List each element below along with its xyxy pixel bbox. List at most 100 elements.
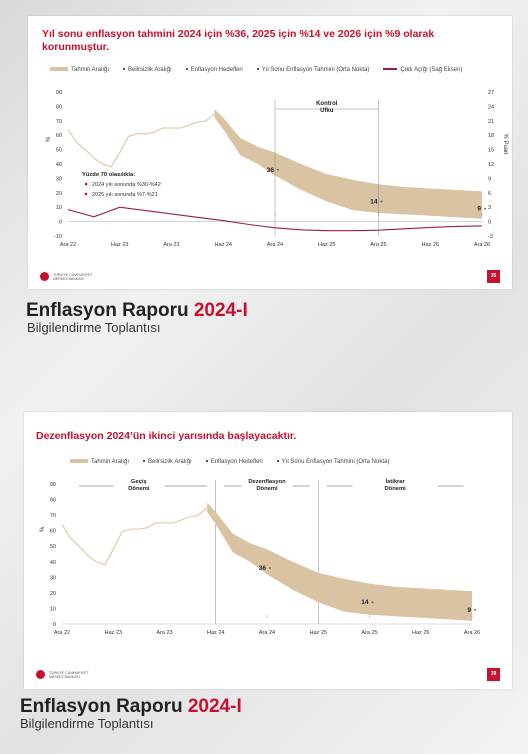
legend-targets: Enflasyon Hedefleri — [205, 459, 263, 465]
y-tick-label: 90 — [56, 90, 62, 96]
y-right-tick-label: 9 — [488, 176, 491, 182]
annotation-line: 2025 yılı sonunda %7-%21 — [92, 192, 158, 198]
x-tick-label: Haz 25 — [318, 242, 335, 248]
phase-label: Geçiş Dönemi — [128, 479, 150, 492]
x-tick-label: Haz 23 — [105, 630, 122, 636]
slide-1: Yıl sonu enflasyon tahmini 2024 için %36… — [28, 16, 512, 289]
y-right-tick-label: -3 — [488, 234, 493, 240]
midpoint-marker — [269, 567, 271, 569]
legend-band: Tahmin Aralığı — [50, 67, 109, 73]
x-tick-label: Ara 23 — [156, 630, 172, 636]
cbrt-logo: TÜRKİYE CUMHURİYET MERKEZ BANKASI — [40, 272, 103, 281]
cbrt-logo-icon — [40, 272, 49, 281]
inflation-line — [67, 113, 216, 168]
y-tick-label: 10 — [50, 606, 56, 612]
y-tick-label: 40 — [50, 560, 56, 566]
y-tick-label: 30 — [56, 176, 62, 182]
y-axis-label: % — [46, 136, 52, 142]
dot-icon — [185, 68, 188, 71]
page-number: 39 — [487, 668, 500, 681]
y-tick-label: 0 — [59, 220, 62, 226]
report-title: Enflasyon Raporu 2024-I — [20, 696, 242, 717]
y-tick-label: 70 — [56, 119, 62, 125]
slide-title: Dezenflasyon 2024’ün ikinci yarısında ba… — [36, 430, 297, 442]
midpoint-label: 36 — [267, 167, 275, 174]
annotation-dot-icon — [84, 182, 88, 186]
control-horizon-label: Kontrol Ufku — [316, 101, 338, 114]
legend-band: Tahmin Aralığı — [70, 459, 129, 465]
y-right-tick-label: 21 — [488, 119, 494, 125]
band-swatch-icon — [70, 459, 88, 464]
y-axis-label: % — [40, 526, 46, 532]
target-marker: ⁝ — [481, 212, 483, 218]
target-marker: ⁝ — [266, 614, 268, 620]
y-right-tick-label: 3 — [488, 205, 491, 211]
y-right-tick-label: 24 — [488, 104, 494, 110]
legend-midpoint: Yıl Sonu Enflasyon Tahmini (Orta Nokta) — [256, 67, 369, 73]
line-swatch-icon — [383, 68, 398, 71]
y-tick-label: 50 — [50, 544, 56, 550]
y-tick-label: -10 — [54, 234, 62, 240]
midpoint-label: 9 — [467, 607, 471, 614]
legend-output-gap: Çıktı Açığı (Sağ Eksen) — [383, 67, 462, 73]
y-tick-label: 30 — [50, 575, 56, 581]
legend-uncertainty: Belirsizlik Aralığı — [123, 67, 172, 73]
dot-icon — [143, 460, 146, 463]
x-tick-label: Haz 25 — [310, 630, 327, 636]
target-marker: ⁝ — [471, 614, 473, 620]
inflation-chart-1: -100102030405060708090-30369121518212427… — [46, 90, 508, 248]
x-tick-label: Ara 25 — [361, 630, 377, 636]
x-tick-label: Haz 24 — [215, 242, 232, 248]
x-tick-label: Ara 23 — [163, 242, 179, 248]
x-tick-label: Ara 22 — [60, 242, 76, 248]
x-tick-label: Ara 22 — [54, 630, 70, 636]
report-subtitle: Bilgilendirme Toplantısı — [20, 716, 154, 731]
midpoint-label: 14 — [370, 198, 378, 205]
band-swatch-icon — [50, 67, 68, 72]
x-tick-label: Ara 26 — [474, 242, 490, 248]
inflation-chart-2: 0 10 20 30 40 50 60 70 80 90 Ara 22 Haz 23 Ara 23 Haz… — [40, 478, 480, 636]
dot-icon — [123, 68, 126, 71]
report-title: Enflasyon Raporu 2024-I — [26, 300, 248, 321]
dot-icon — [256, 68, 259, 71]
cbrt-logo: TÜRKİYE CUMHURİYET MERKEZ BANKASI — [36, 670, 99, 679]
phase-label: İstikrar Dönemi — [384, 478, 406, 492]
slide-2: Dezenflasyon 2024’ün ikinci yarısında ba… — [24, 412, 512, 689]
y-tick-label: 60 — [50, 529, 56, 535]
legend-uncertainty: Belirsizlik Aralığı — [143, 459, 192, 465]
annotation-title: Yüzde 70 olasılıkla: — [82, 172, 135, 178]
forecast-band — [207, 502, 472, 621]
y-tick-label: 20 — [50, 591, 56, 597]
annotation-line: 2024 yılı sonunda %30-%42 — [92, 182, 161, 188]
y-tick-label: 80 — [50, 498, 56, 504]
y-right-tick-label: 0 — [488, 220, 491, 226]
y-right-axis-label: % Puan — [502, 133, 508, 154]
y-tick-label: 90 — [50, 482, 56, 488]
midpoint-marker — [380, 200, 383, 203]
chart-legend: Tahmin Aralığı Belirsizlik Aralığı Enfla… — [70, 459, 389, 465]
y-tick-label: 20 — [56, 191, 62, 197]
y-right-tick-label: 6 — [488, 191, 491, 197]
y-tick-label: 40 — [56, 162, 62, 168]
annotation-dot-icon — [84, 192, 88, 196]
y-tick-label: 80 — [56, 104, 62, 110]
y-right-tick-label: 12 — [488, 162, 494, 168]
slide-title: Yıl sonu enflasyon tahmini 2024 için %36… — [42, 28, 435, 53]
x-tick-label: Ara 24 — [259, 630, 275, 636]
y-tick-label: 50 — [56, 148, 62, 154]
legend-targets: Enflasyon Hedefleri — [185, 67, 243, 73]
midpoint-label: 36 — [259, 565, 267, 572]
midpoint-marker — [474, 609, 476, 611]
phase-label: Dezenflasyon Dönemi — [248, 479, 286, 492]
dot-icon — [205, 460, 208, 463]
dot-icon — [276, 460, 279, 463]
midpoint-marker — [277, 168, 279, 171]
y-right-tick-label: 18 — [488, 133, 494, 139]
y-right-tick-label: 15 — [488, 148, 494, 154]
midpoint-marker — [371, 601, 374, 604]
target-marker: ⁝ — [369, 614, 371, 620]
x-tick-label: Ara 24 — [267, 242, 283, 248]
cbrt-logo-icon — [36, 670, 45, 679]
y-right-tick-label: 27 — [488, 90, 494, 96]
report-subtitle: Bilgilendirme Toplantısı — [27, 320, 161, 335]
